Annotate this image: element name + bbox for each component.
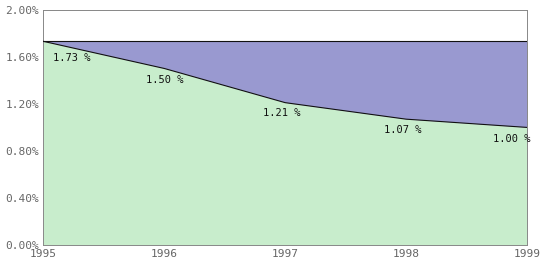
Text: 1.07 %: 1.07 %: [384, 125, 422, 135]
Text: 1.21 %: 1.21 %: [264, 108, 301, 118]
Text: 1.00 %: 1.00 %: [493, 134, 531, 144]
Text: 1.73 %: 1.73 %: [53, 54, 91, 63]
Text: 1.50 %: 1.50 %: [146, 75, 183, 85]
